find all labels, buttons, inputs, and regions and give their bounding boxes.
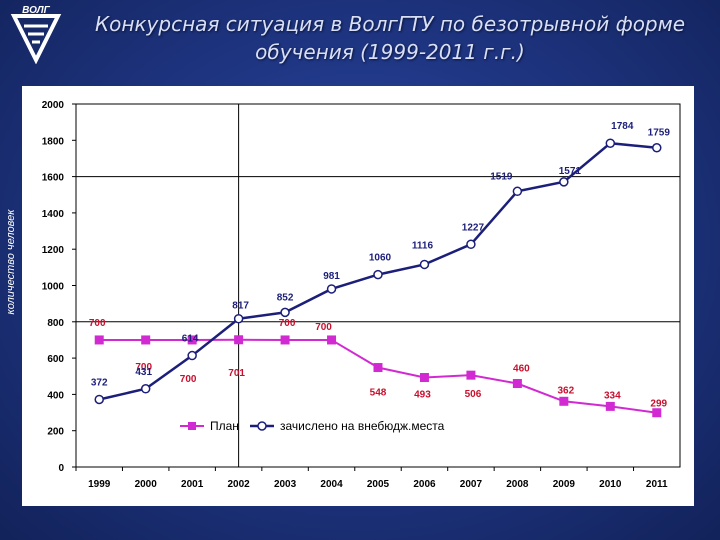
x-tick-label: 2005 <box>367 479 390 490</box>
y-tick-label: 400 <box>47 390 64 401</box>
plan-data-label: 700 <box>135 362 152 373</box>
enrolled-point <box>140 384 151 394</box>
enrolled-data-label: 1116 <box>412 240 434 251</box>
x-tick-label: 2006 <box>413 479 436 490</box>
logo-stripes-shape <box>24 24 48 44</box>
enrolled-point <box>419 259 430 270</box>
plan-point <box>512 379 522 389</box>
enrolled-point <box>466 239 476 250</box>
grid-layer <box>76 104 680 467</box>
legend-label-plan: План <box>210 419 239 433</box>
plan-point <box>234 335 244 345</box>
plan-data-label: 700 <box>89 318 106 329</box>
plan-point <box>466 370 476 380</box>
plan-data-label: 700 <box>315 322 332 333</box>
legend-marker-enrolled <box>257 421 267 431</box>
enrolled-data-label: 372 <box>91 377 108 388</box>
plan-point <box>94 335 104 345</box>
plan-data-label: 493 <box>414 390 431 401</box>
plot-area-border <box>75 103 681 468</box>
chart-svg: 0 200 400 600 800 1000 1200 1400 1600 1800 2000 199… <box>42 100 681 490</box>
x-tick-label: 2003 <box>274 479 297 490</box>
enrolled-point <box>512 186 523 197</box>
page-title: Конкурсная ситуация в ВолгГТУ по безотры… <box>70 10 710 66</box>
plan-point <box>141 335 151 345</box>
x-tick-label: 2008 <box>506 479 529 490</box>
y-tick-label: 1400 <box>42 209 65 220</box>
enrolled-point <box>559 177 569 187</box>
plan-data-label: 506 <box>465 389 482 400</box>
series-layer <box>94 138 662 418</box>
y-tick-label: 2000 <box>42 100 65 111</box>
enrolled-data-label: 1227 <box>462 222 485 233</box>
y-tick-label: 600 <box>47 354 64 365</box>
logo-triangle-shape <box>10 14 62 64</box>
enrolled-data-label: 1571 <box>559 166 582 177</box>
plan-data-label: 700 <box>279 318 296 329</box>
y-tick-label: 1000 <box>42 282 65 293</box>
enrolled-data-label: 614 <box>182 334 199 345</box>
x-tick-label: 2000 <box>135 479 158 490</box>
enrolled-point <box>233 313 244 324</box>
enrolled-point <box>605 138 616 148</box>
y-tick-label: 800 <box>47 318 64 329</box>
university-logo: ВОЛГ <box>10 5 62 64</box>
x-tick-label: 2001 <box>181 479 204 490</box>
enrolled-point <box>652 142 662 153</box>
logo-text: ВОЛГ <box>22 5 50 16</box>
y-axis-title-text: количество человек <box>5 209 17 315</box>
x-tick-label: 2009 <box>553 479 576 490</box>
enrolled-point <box>326 284 337 294</box>
data-labels-layer: 700 700 700 701 700 700 548 493 506 460 362 334 299 3… <box>89 121 670 410</box>
plan-data-label: 460 <box>513 364 530 375</box>
y-tick-label: 1800 <box>42 136 65 147</box>
plan-point <box>652 408 662 418</box>
enrolled-data-label: 1519 <box>490 171 513 182</box>
enrolled-point <box>94 394 104 405</box>
plan-data-label: 700 <box>180 374 197 385</box>
enrolled-data-label: 1784 <box>611 121 634 132</box>
title-line-1: Конкурсная ситуация в ВолгГТУ по безотры… <box>94 12 686 36</box>
plan-data-label: 334 <box>604 390 621 401</box>
enrolled-data-label: 981 <box>323 271 340 282</box>
x-tick-label: 2004 <box>320 479 343 490</box>
plan-point <box>605 401 615 411</box>
enrolled-point <box>280 307 290 318</box>
enrolled-point <box>187 350 197 361</box>
chart-panel: 0 200 400 600 800 1000 1200 1400 1600 1800 2000 199… <box>22 86 694 506</box>
axes-layer: 0 200 400 600 800 1000 1200 1400 1600 1800 2000 199… <box>42 100 681 490</box>
plan-data-label: 701 <box>228 368 245 379</box>
enrolled-data-label: 1060 <box>369 253 392 264</box>
title-line-2: обучения (1999-2011 г.г.) <box>255 40 525 64</box>
enrolled-point <box>373 269 383 280</box>
legend: План зачислено на внебюдж.места <box>180 419 445 433</box>
enrolled-data-label: 1759 <box>648 128 671 139</box>
y-tick-label: 0 <box>58 463 64 474</box>
x-tick-label: 2010 <box>599 479 622 490</box>
y-axis-title: количество человек <box>5 157 17 315</box>
enrolled-data-label: 852 <box>277 292 294 303</box>
x-tick-label: 2002 <box>227 479 250 490</box>
x-tick-label: 2011 <box>646 479 668 490</box>
plan-point <box>280 335 290 345</box>
legend-label-enrolled: зачислено на внебюдж.места <box>280 419 445 433</box>
plan-point <box>373 363 383 373</box>
legend-marker-plan <box>188 422 196 430</box>
plan-point <box>327 335 337 345</box>
plan-data-label: 299 <box>650 399 667 410</box>
y-tick-label: 1200 <box>42 245 65 256</box>
y-tick-label: 200 <box>47 427 64 438</box>
plan-point <box>559 396 569 406</box>
plan-point <box>187 335 197 345</box>
x-tick-label: 2007 <box>460 479 483 490</box>
plan-data-label: 362 <box>558 385 575 396</box>
enrolled-data-label: 431 <box>135 367 152 378</box>
y-tick-label: 1600 <box>42 173 65 184</box>
plan-point <box>419 373 429 383</box>
plan-data-label: 548 <box>370 388 387 399</box>
x-tick-label: 1999 <box>88 479 111 490</box>
enrolled-data-label: 817 <box>232 301 249 312</box>
